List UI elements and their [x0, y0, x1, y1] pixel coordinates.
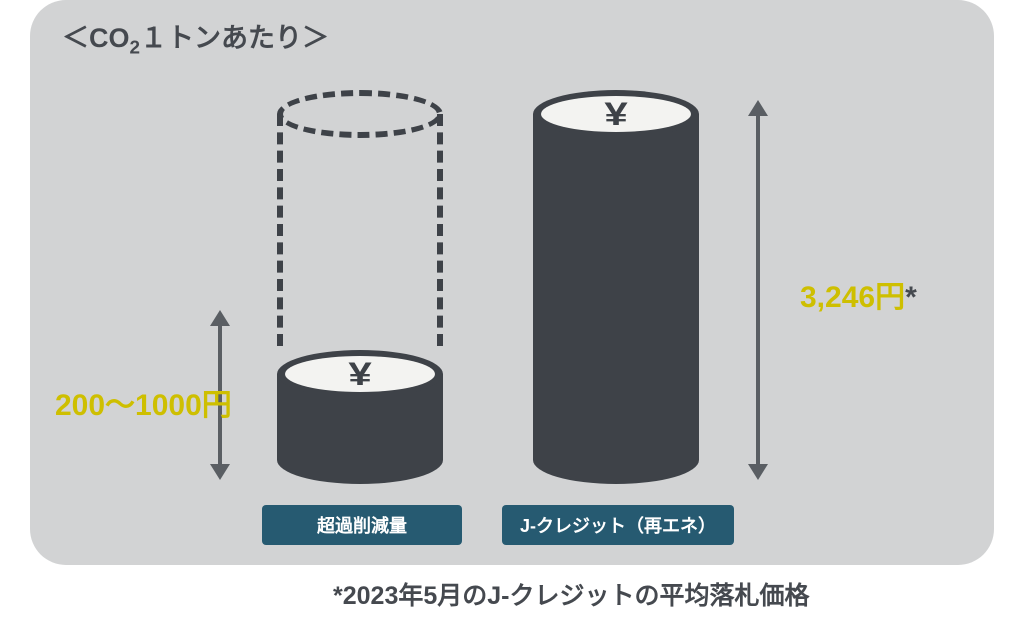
yen-icon: ¥	[541, 95, 691, 132]
right-price-asterisk: *	[905, 281, 917, 314]
right-price-label: 3,246円*	[800, 272, 917, 316]
right-cylinder: ¥	[533, 90, 699, 484]
right-arrow	[756, 100, 760, 480]
right-cylinder-body	[533, 114, 699, 460]
yen-icon: ¥	[285, 355, 435, 392]
footnote: *2023年5月のJ-クレジットの平均落札価格	[333, 576, 809, 612]
left-cylinder-ghost-sides	[277, 114, 443, 346]
right-badge: J-クレジット（再エネ）	[502, 505, 734, 545]
right-price-value: 3,246円	[800, 281, 905, 314]
title: ＜CO2１トンあたり＞	[62, 16, 329, 59]
left-cylinder: ¥	[277, 90, 443, 484]
left-price-label: 200～1000円	[55, 380, 232, 424]
left-badge: 超過削減量	[262, 505, 462, 545]
